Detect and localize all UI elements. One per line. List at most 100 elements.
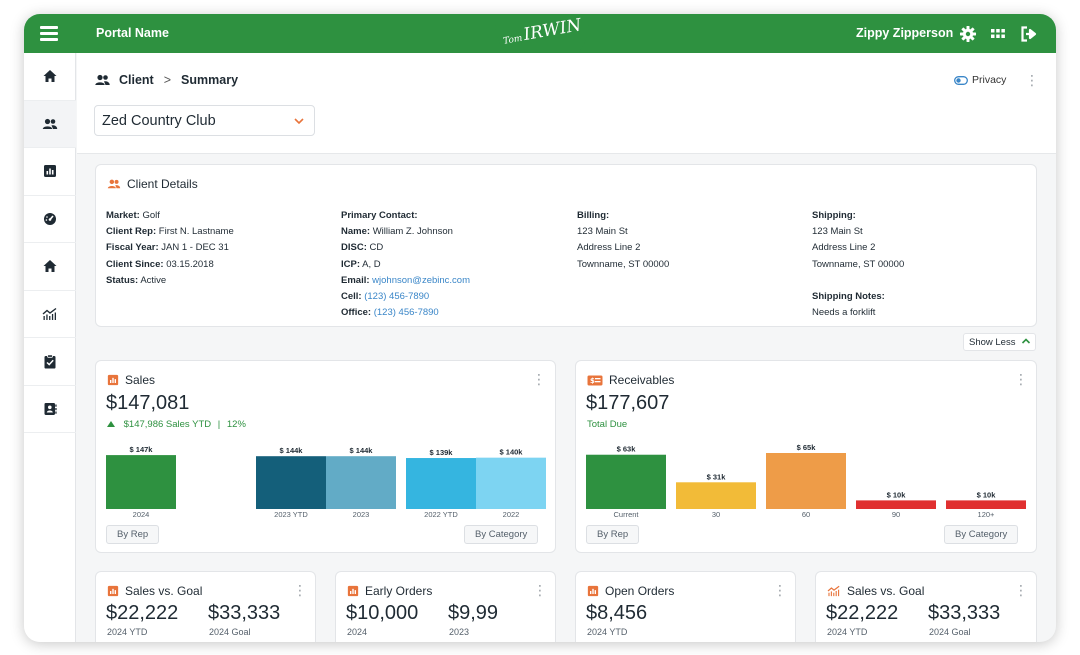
details-column-billing: Billing: 123 Main St Address Line 2 Town…	[577, 208, 669, 273]
kpi-label-secondary: 2024 Goal	[929, 627, 971, 637]
money-icon: $	[587, 375, 603, 385]
chart-bar-current[interactable]	[586, 454, 666, 509]
clients-icon	[107, 179, 121, 189]
sidebar-item-contacts[interactable]	[24, 386, 76, 433]
sidebar-item-home-alt[interactable]	[24, 243, 76, 291]
fiscal-year-value: JAN 1 - DEC 31	[161, 242, 229, 254]
billing-line-1: 123 Main St	[577, 226, 628, 238]
chart-category-label: 60	[802, 510, 810, 519]
chart-data-label: $ 10k	[887, 490, 907, 499]
client-rep-label: Client Rep:	[106, 226, 157, 238]
kpi-card-sales-vs-goal-2: Sales vs. Goal ⋮ $22,222 2024 YTD $33,33…	[815, 571, 1037, 642]
chart-bar-120-[interactable]	[946, 500, 1026, 509]
kpi-card-open-orders: Open Orders ⋮ $8,456 2024 YTD	[575, 571, 796, 642]
sales-by-category-button[interactable]: By Category	[464, 525, 539, 544]
sales-bar-chart: $ 147k 2024 $ 144k 2023 YTD $ 144k 2023 $ 139k…	[106, 445, 546, 519]
details-column-general: Market: Golf Client Rep: First N. Lastna…	[106, 208, 234, 289]
bar-chart-icon	[587, 585, 599, 597]
sales-card-menu[interactable]: ⋮	[532, 371, 546, 387]
email-link[interactable]: wjohnson@zebinc.com	[372, 274, 470, 286]
shipping-notes-value: Needs a forklift	[812, 307, 876, 319]
analytics-icon	[827, 585, 840, 597]
menu-icon[interactable]	[40, 26, 58, 41]
kpi-heading: Early Orders	[365, 584, 433, 598]
receivables-by-rep-button[interactable]: By Rep	[586, 525, 640, 544]
kpi-title: Early Orders	[347, 584, 432, 598]
privacy-label: Privacy	[972, 74, 1007, 86]
kpi-card-menu[interactable]: ⋮	[773, 582, 787, 598]
show-less-button[interactable]: Show Less	[963, 333, 1036, 351]
sidebar-item-analytics[interactable]	[24, 291, 76, 338]
receivables-subtitle: Total Due	[587, 419, 628, 430]
svg-text:$: $	[590, 377, 595, 385]
chart-bar-2022-ytd[interactable]	[406, 458, 476, 509]
sales-card: Sales ⋮ $147,081 $147,986 Sales YTD | 12…	[95, 360, 556, 553]
kpi-card-menu[interactable]: ⋮	[533, 582, 547, 598]
chart-category-label: 120+	[978, 510, 996, 519]
breadcrumb-client-link[interactable]: Client	[119, 73, 154, 87]
kpi-label-secondary: 2024 Goal	[209, 627, 251, 637]
bar-chart-icon	[107, 585, 119, 597]
receivables-total: $177,607	[586, 392, 670, 414]
shipping-line-1: 123 Main St	[812, 226, 863, 238]
kpi-label-primary: 2024 YTD	[827, 627, 868, 637]
contact-name-label: Name:	[341, 226, 371, 238]
sidebar-item-home[interactable]	[24, 53, 76, 101]
settings-gear-icon[interactable]	[958, 24, 978, 44]
chart-bar-2024[interactable]	[106, 455, 176, 509]
home-icon	[43, 70, 57, 83]
sidebar-item-clients[interactable]	[24, 100, 76, 148]
fiscal-year-label: Fiscal Year:	[106, 242, 159, 254]
details-column-contact: Primary Contact: Name: William Z. Johnso…	[341, 208, 470, 321]
billing-line-2: Address Line 2	[577, 242, 641, 254]
client-details-title: Client Details	[107, 177, 198, 191]
office-phone-link[interactable]: (123) 456-7890	[373, 307, 439, 319]
email-label: Email:	[341, 274, 370, 286]
chart-data-label: $ 63k	[617, 445, 637, 454]
tasks-clipboard-icon	[44, 354, 56, 369]
chevron-up-icon	[1022, 338, 1031, 344]
receivables-card-menu[interactable]: ⋮	[1014, 371, 1028, 387]
chart-bar-90[interactable]	[856, 500, 936, 509]
shipping-line-3: Townname, ST 00000	[812, 258, 905, 270]
kpi-label-primary: 2024 YTD	[587, 627, 628, 637]
status-value: Active	[140, 274, 167, 286]
chart-bar-2023-ytd[interactable]	[256, 456, 326, 509]
sales-by-rep-button[interactable]: By Rep	[106, 525, 160, 544]
privacy-toggle[interactable]: Privacy	[954, 74, 1006, 86]
contacts-book-icon	[44, 402, 57, 415]
kpi-card-menu[interactable]: ⋮	[1014, 582, 1028, 598]
disc-label: DISC:	[341, 242, 367, 254]
kpi-value-secondary: $9,99	[448, 602, 499, 624]
sidebar-item-dashboard[interactable]	[24, 196, 76, 243]
chart-category-label: 2022 YTD	[424, 510, 458, 519]
cell-phone-link[interactable]: (123) 456-7890	[364, 291, 430, 303]
sidebar-item-tasks[interactable]	[24, 338, 76, 386]
sales-card-title: Sales	[107, 373, 155, 387]
client-select[interactable]: Zed Country Club	[94, 105, 315, 136]
chart-bar-2022[interactable]	[476, 457, 546, 509]
apps-grid-icon[interactable]	[988, 24, 1008, 44]
receivables-bar-chart: $ 63k Current $ 31k 30 $ 65k 60 $ 10k 90 $ 10k 12…	[586, 443, 1026, 519]
chart-category-label: 90	[892, 510, 900, 519]
billing-heading: Billing:	[577, 210, 610, 221]
chart-bar-2023[interactable]	[326, 456, 396, 509]
kpi-card-menu[interactable]: ⋮	[293, 582, 307, 598]
kpi-label-primary: 2024 YTD	[107, 627, 148, 637]
logout-icon[interactable]	[1019, 24, 1039, 44]
receivables-by-category-button[interactable]: By Category	[944, 525, 1019, 544]
user-name[interactable]: Zippy Zipperson	[856, 26, 954, 40]
sidebar-item-reports[interactable]	[24, 148, 76, 196]
chart-category-label: 2024	[133, 510, 150, 519]
portal-name: Portal Name	[96, 26, 169, 40]
page-more-menu[interactable]: ⋮	[1025, 72, 1039, 88]
kpi-heading: Sales vs. Goal	[125, 584, 203, 598]
chart-data-label: $ 144k	[280, 446, 304, 455]
bar-chart-icon	[107, 374, 119, 386]
chart-bar-30[interactable]	[676, 482, 756, 509]
clients-icon	[42, 118, 58, 129]
sidebar	[24, 53, 76, 642]
dashboard-gauge-icon	[44, 212, 56, 225]
chart-bar-60[interactable]	[766, 453, 846, 509]
kpi-card-early-orders: Early Orders ⋮ $10,000 2024 $9,99 2023	[335, 571, 556, 642]
